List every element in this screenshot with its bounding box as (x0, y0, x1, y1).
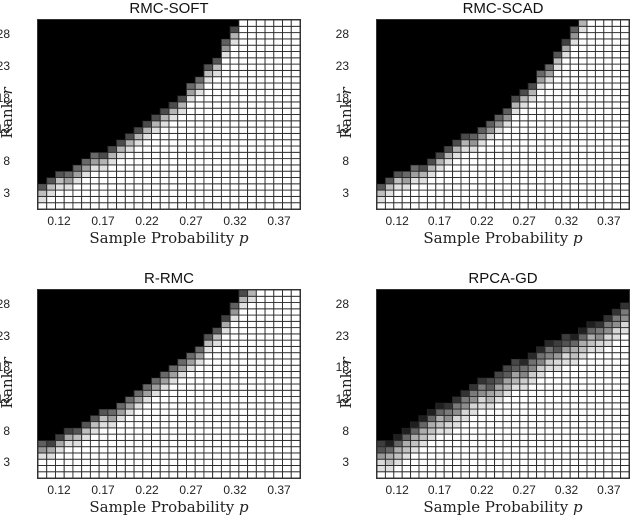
x-tick-label: 0.17 (91, 214, 115, 228)
heatmap-plot (376, 19, 630, 210)
y-axis-label: Rank r (337, 78, 355, 148)
y-tick-label: 13 (335, 122, 349, 137)
x-tick-label: 0.37 (267, 483, 291, 497)
x-axis-label: Sample Probability p (37, 229, 301, 247)
chart-panel-r-rmc: R-RMC Rank r Sample Probability p 3 8 13 18… (0, 258, 320, 516)
y-tick-label: 28 (0, 26, 10, 41)
x-axis-label: Sample Probability p (376, 229, 630, 247)
x-axis-var: p (572, 229, 583, 247)
y-tick-label: 3 (3, 186, 10, 201)
y-tick-label: 18 (335, 90, 349, 105)
y-axis-label: Rank r (0, 78, 16, 148)
y-tick-label: 13 (0, 391, 10, 406)
x-tick-label: 0.37 (597, 483, 621, 497)
x-tick-label: 0.37 (267, 214, 291, 228)
x-tick-label: 0.27 (179, 214, 203, 228)
y-tick-label: 23 (0, 58, 10, 73)
chart-panel-rpca-gd: RPCA-GD Rank r Sample Probability p 3 8 13… (320, 258, 640, 516)
y-tick-label: 13 (0, 122, 10, 137)
chart-panel-rmc-soft: RMC-SOFT Rank r Sample Probability p 3 8 1… (0, 0, 320, 258)
y-tick-label: 28 (335, 26, 349, 41)
x-axis-label-text: Sample Probability (89, 498, 239, 516)
y-tick-label: 13 (335, 391, 349, 406)
x-axis-label-text: Sample Probability (423, 498, 573, 516)
chart-title: R-RMC (144, 270, 194, 287)
y-tick-label: 18 (0, 90, 10, 105)
y-tick-label: 8 (3, 154, 10, 169)
y-tick-label: 28 (335, 296, 349, 311)
heatmap-plot (37, 289, 301, 479)
x-tick-label: 0.27 (512, 483, 536, 497)
y-tick-label: 18 (0, 360, 10, 375)
x-axis-label-text: Sample Probability (89, 229, 239, 247)
y-tick-label: 18 (335, 360, 349, 375)
x-axis-var: p (238, 498, 249, 516)
y-tick-label: 8 (342, 154, 349, 169)
x-tick-label: 0.27 (512, 214, 536, 228)
x-tick-label: 0.17 (427, 214, 452, 228)
y-tick-label: 3 (3, 455, 10, 470)
y-tick-label: 23 (335, 58, 349, 73)
chart-title: RMC-SOFT (129, 0, 209, 17)
y-tick-label: 3 (342, 186, 349, 201)
x-axis-label: Sample Probability p (37, 498, 301, 516)
x-tick-label: 0.22 (135, 483, 159, 497)
x-tick-label: 0.22 (470, 483, 494, 497)
x-tick-label: 0.12 (385, 214, 409, 228)
x-tick-label: 0.17 (91, 483, 115, 497)
y-tick-label: 23 (335, 328, 349, 343)
y-tick-label: 23 (0, 328, 10, 343)
x-axis-var: p (572, 498, 583, 516)
chart-panel-rmc-scad: RMC-SCAD Rank r Sample Probability p 3 8 1… (320, 0, 640, 258)
x-axis-var: p (238, 229, 249, 247)
x-tick-label: 0.12 (47, 214, 71, 228)
x-tick-label: 0.12 (385, 483, 409, 497)
x-tick-label: 0.22 (135, 214, 159, 228)
heatmap-plot (37, 19, 301, 210)
x-tick-label: 0.27 (179, 483, 203, 497)
y-tick-label: 8 (3, 423, 10, 438)
x-tick-label: 0.32 (223, 214, 247, 228)
x-axis-label: Sample Probability p (376, 498, 630, 516)
x-tick-label: 0.32 (554, 483, 579, 497)
x-tick-label: 0.12 (47, 483, 71, 497)
chart-title: RPCA-GD (468, 270, 538, 287)
x-tick-label: 0.17 (427, 483, 452, 497)
heatmap-plot (376, 289, 630, 479)
x-tick-label: 0.22 (470, 214, 494, 228)
y-tick-label: 3 (342, 455, 349, 470)
chart-title: RMC-SCAD (462, 0, 544, 17)
x-tick-label: 0.37 (597, 214, 621, 228)
x-tick-label: 0.32 (223, 483, 247, 497)
x-tick-label: 0.32 (554, 214, 579, 228)
x-axis-label-text: Sample Probability (423, 229, 573, 247)
y-axis-label: Rank r (0, 348, 16, 418)
y-axis-label: Rank r (337, 348, 355, 418)
y-tick-label: 8 (342, 423, 349, 438)
y-tick-label: 28 (0, 296, 10, 311)
